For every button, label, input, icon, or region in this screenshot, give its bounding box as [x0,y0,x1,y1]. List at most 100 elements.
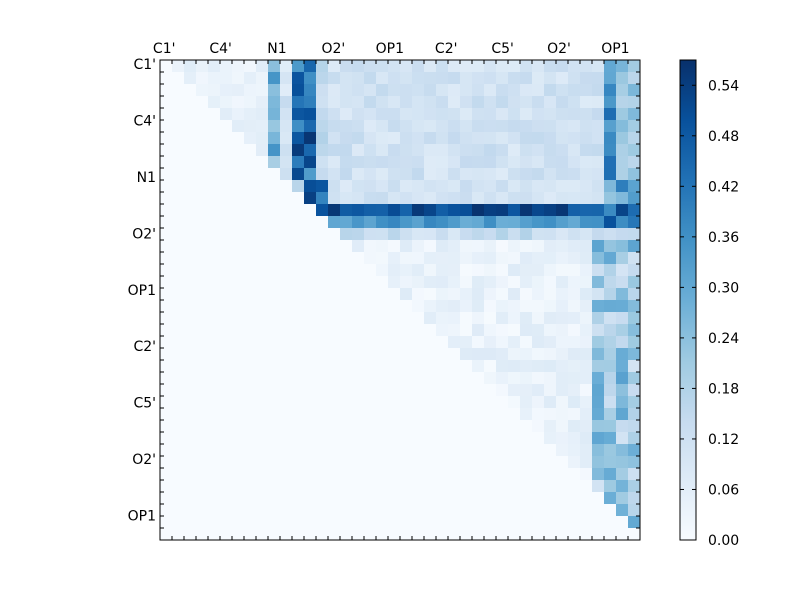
heatmap-cell [172,324,185,337]
heatmap-cell [544,312,557,325]
heatmap-cell [496,168,509,181]
heatmap-cell [376,516,389,529]
heatmap-cell [484,96,497,109]
heatmap-cell [424,384,437,397]
heatmap-cell [292,132,305,145]
heatmap-cell [568,84,581,97]
heatmap-cell [232,288,245,301]
heatmap-cell [208,156,221,169]
heatmap-cell [460,528,473,541]
heatmap-cell [172,228,185,241]
heatmap-cell [484,492,497,505]
heatmap-cell [292,492,305,505]
heatmap-cell [376,168,389,181]
heatmap-cell [256,456,269,469]
heatmap-cell [616,324,629,337]
heatmap-cell [556,168,569,181]
heatmap-cell [604,372,617,385]
heatmap-cell [556,492,569,505]
heatmap-cell [208,252,221,265]
heatmap-cell [436,336,449,349]
heatmap-cell [592,288,605,301]
heatmap-cell [280,444,293,457]
heatmap-cell [256,324,269,337]
heatmap-cell [568,228,581,241]
heatmap-cell [508,372,521,385]
heatmap-cell [472,288,485,301]
heatmap-cell [316,372,329,385]
heatmap-cell [340,372,353,385]
heatmap-cell [592,132,605,145]
heatmap-cell [328,420,341,433]
heatmap-cell [388,276,401,289]
heatmap-cell [232,252,245,265]
heatmap-cell [268,96,281,109]
heatmap-cell [376,84,389,97]
heatmap-cell [376,492,389,505]
heatmap-cell [508,432,521,445]
heatmap-cell [496,288,509,301]
heatmap-cell [220,84,233,97]
heatmap-cell [220,96,233,109]
heatmap-cell [424,420,437,433]
heatmap-cell [316,96,329,109]
heatmap-cell [232,372,245,385]
heatmap-cell [352,312,365,325]
heatmap-cell [520,444,533,457]
heatmap-cell [280,204,293,217]
heatmap-cell [484,276,497,289]
heatmap-cell [184,360,197,373]
heatmap-cell [448,408,461,421]
heatmap-cell [160,360,173,373]
heatmap-cell [364,504,377,517]
heatmap-cell [592,480,605,493]
heatmap-cell [208,96,221,109]
heatmap-cell [508,240,521,253]
heatmap-cell [328,480,341,493]
heatmap-cell [436,504,449,517]
heatmap-cell [616,300,629,313]
heatmap-cell [160,372,173,385]
heatmap-cell [628,120,641,133]
heatmap-cell [340,132,353,145]
heatmap-cell [196,492,209,505]
heatmap-cell [292,384,305,397]
heatmap-cell [628,468,641,481]
heatmap-cell [364,372,377,385]
heatmap-cell [400,264,413,277]
heatmap-cell [160,192,173,205]
heatmap-cell [484,300,497,313]
heatmap-cell [424,252,437,265]
heatmap-cell [520,480,533,493]
heatmap-cell [328,108,341,121]
heatmap-cell [244,180,257,193]
heatmap-cell [352,72,365,85]
heatmap-cell [196,156,209,169]
heatmap-cell [160,384,173,397]
heatmap-cell [232,504,245,517]
heatmap-cell [592,504,605,517]
heatmap-cell [400,504,413,517]
heatmap-cell [568,108,581,121]
heatmap-cell [424,156,437,169]
heatmap-cell [292,300,305,313]
heatmap-cell [604,192,617,205]
heatmap-cell [484,156,497,169]
heatmap-cell [184,396,197,409]
heatmap-cell [412,516,425,529]
heatmap-cell [472,72,485,85]
heatmap-cell [460,204,473,217]
heatmap-cell [424,144,437,157]
heatmap-cell [376,432,389,445]
heatmap-cell [436,216,449,229]
heatmap-cell [352,96,365,109]
heatmap-cell [304,144,317,157]
heatmap-cell [316,468,329,481]
heatmap-cell [508,504,521,517]
heatmap-cell [448,264,461,277]
heatmap-cell [604,252,617,265]
heatmap-cell [556,252,569,265]
heatmap-cell [436,348,449,361]
heatmap-cell [172,192,185,205]
heatmap-cell [160,468,173,481]
